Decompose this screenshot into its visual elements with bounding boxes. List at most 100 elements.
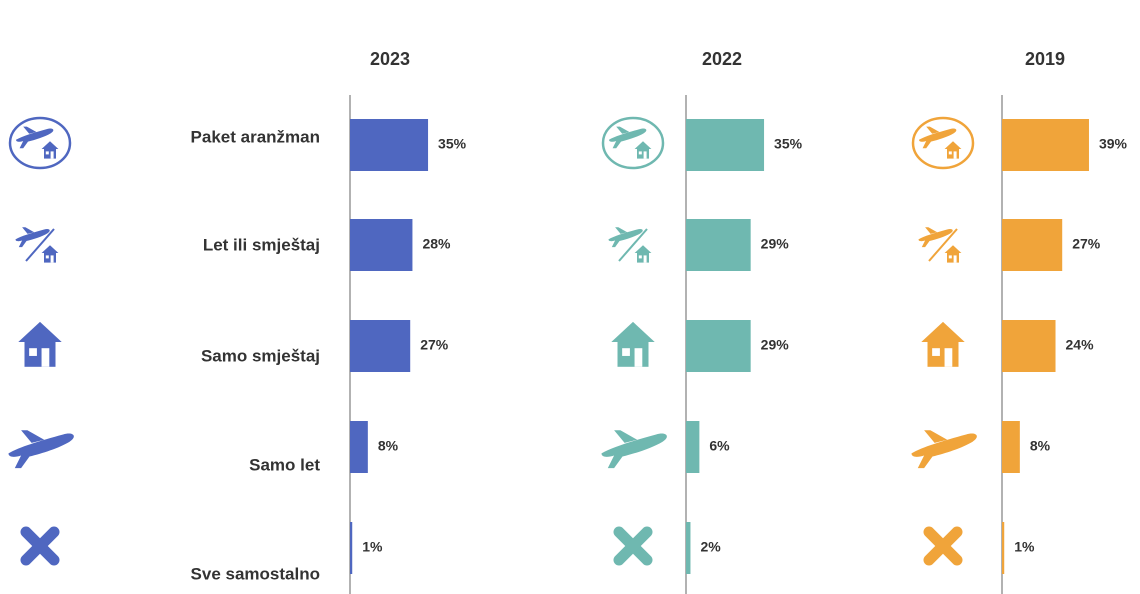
icon-house-door bbox=[634, 348, 643, 367]
icon bbox=[911, 430, 977, 469]
panel: 2022 35% 29% 29% 6% 2% bbox=[601, 49, 803, 594]
value-label: 27% bbox=[420, 337, 449, 353]
icon-house-window bbox=[29, 348, 37, 356]
icon bbox=[611, 321, 655, 367]
panel-title: 2022 bbox=[702, 49, 742, 69]
value-label: 35% bbox=[774, 136, 803, 152]
icon-plane bbox=[608, 227, 643, 248]
bar bbox=[1002, 219, 1063, 271]
bar bbox=[1002, 522, 1005, 574]
value-label: 2% bbox=[700, 539, 721, 555]
bar bbox=[350, 119, 429, 171]
bar bbox=[350, 320, 411, 372]
icon-house-window bbox=[45, 151, 49, 155]
bar bbox=[350, 421, 368, 473]
icon-plane bbox=[8, 430, 74, 469]
icon bbox=[20, 526, 60, 566]
icon-house-roof bbox=[921, 321, 965, 342]
value-label: 8% bbox=[378, 438, 399, 454]
value-label: 39% bbox=[1099, 136, 1128, 152]
icon-house-door bbox=[953, 151, 957, 159]
icon-circle bbox=[8, 116, 72, 170]
icon bbox=[911, 116, 975, 170]
icon-house-door bbox=[643, 151, 647, 159]
icon bbox=[923, 526, 963, 566]
icon-circle bbox=[911, 116, 975, 170]
icon-house-door bbox=[944, 348, 953, 367]
icon-plane bbox=[15, 126, 54, 149]
value-label: 6% bbox=[709, 438, 730, 454]
icon bbox=[601, 116, 665, 170]
icon-house-roof bbox=[611, 321, 655, 342]
icon-house-door bbox=[50, 255, 54, 263]
icon-house-door bbox=[50, 151, 54, 159]
icon-circle bbox=[601, 116, 665, 170]
value-label: 27% bbox=[1072, 236, 1101, 252]
icon-plane bbox=[919, 126, 957, 149]
bar bbox=[1002, 320, 1056, 372]
panel-title: 2023 bbox=[370, 49, 410, 69]
icon-x bbox=[20, 526, 60, 566]
icon bbox=[608, 227, 652, 263]
icon-house-roof bbox=[634, 141, 652, 149]
icon-house-body bbox=[44, 253, 56, 263]
bar bbox=[1002, 119, 1089, 171]
icon-house-body bbox=[947, 253, 959, 263]
icon-house-roof bbox=[944, 141, 962, 149]
icon-house-body bbox=[44, 149, 56, 159]
icon-house-window bbox=[45, 255, 49, 259]
icon-plane bbox=[601, 430, 667, 469]
icon-plane bbox=[911, 430, 977, 469]
icon-house-window bbox=[948, 255, 952, 259]
icon-house-door bbox=[41, 348, 50, 367]
icon-house-door bbox=[953, 255, 957, 263]
value-label: 29% bbox=[761, 337, 790, 353]
icon-slash bbox=[618, 228, 648, 262]
bar bbox=[686, 421, 700, 473]
value-label: 29% bbox=[761, 236, 790, 252]
icon bbox=[8, 116, 72, 170]
icon bbox=[921, 321, 965, 367]
icon bbox=[601, 430, 667, 469]
icon-house-window bbox=[638, 151, 642, 155]
category-label: Paket aranžman bbox=[191, 127, 320, 146]
bar bbox=[686, 522, 691, 574]
panel: 2023 35% Paket aranžman 28% Let ili smještaj… bbox=[8, 49, 467, 594]
icon-house-window bbox=[622, 348, 630, 356]
category-label: Samo let bbox=[249, 455, 320, 474]
bar bbox=[686, 119, 765, 171]
icon-house-window bbox=[638, 255, 642, 259]
value-label: 24% bbox=[1066, 337, 1095, 353]
icon bbox=[918, 227, 962, 263]
icon-house-roof bbox=[41, 141, 59, 149]
value-label: 1% bbox=[362, 539, 383, 555]
icon bbox=[8, 430, 74, 469]
icon-slash bbox=[25, 228, 55, 262]
bar bbox=[350, 219, 413, 271]
icon-house-body bbox=[947, 149, 959, 159]
value-label: 35% bbox=[438, 136, 467, 152]
panel-title: 2019 bbox=[1025, 49, 1065, 69]
icon-plane bbox=[609, 126, 647, 149]
icon-house-body bbox=[637, 253, 649, 263]
bar bbox=[350, 522, 353, 574]
category-label: Let ili smještaj bbox=[203, 235, 320, 254]
icon-house-body bbox=[637, 149, 649, 159]
panel: 2019 39% 27% 24% 8% 1% bbox=[911, 49, 1128, 594]
icon-plane bbox=[918, 227, 953, 248]
value-label: 8% bbox=[1030, 438, 1051, 454]
icon-x bbox=[923, 526, 963, 566]
icon-slash bbox=[928, 228, 958, 262]
icon-house-window bbox=[948, 151, 952, 155]
bar bbox=[686, 320, 751, 372]
icon-house-roof bbox=[944, 245, 962, 253]
icon-house-door bbox=[643, 255, 647, 263]
icon-house-roof bbox=[41, 245, 59, 253]
category-label: Samo smještaj bbox=[201, 346, 320, 365]
value-label: 1% bbox=[1014, 539, 1035, 555]
icon-house-roof bbox=[634, 245, 652, 253]
bar bbox=[1002, 421, 1020, 473]
icon bbox=[15, 227, 59, 263]
icon-plane bbox=[15, 227, 50, 248]
